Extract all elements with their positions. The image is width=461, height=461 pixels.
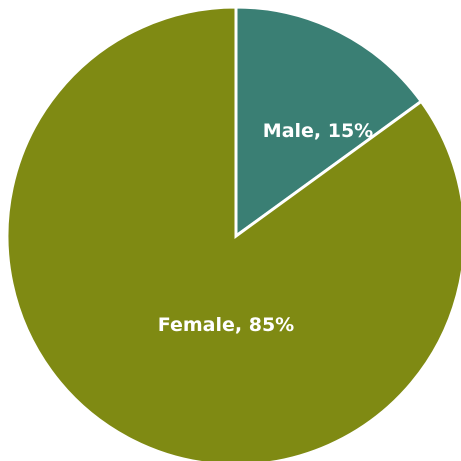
pie-slices xyxy=(5,5,461,461)
slice-label-female: Female, 85% xyxy=(158,314,294,336)
pie-slice-male xyxy=(234,5,424,239)
pie-labels: Male, 15% Female, 85% xyxy=(158,120,373,336)
slice-label-male: Male, 15% xyxy=(263,120,373,142)
